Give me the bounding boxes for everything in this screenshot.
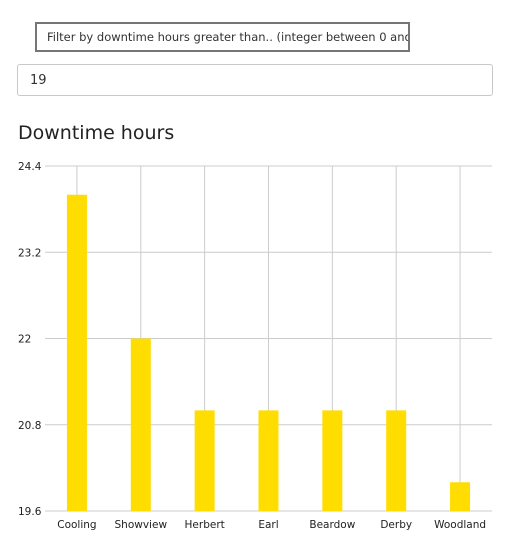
bar-cooling[interactable] (66, 194, 87, 511)
bar-derby[interactable] (386, 410, 407, 511)
x-tick-label: Earl (258, 519, 278, 531)
chart-title: Downtime hours (18, 122, 175, 144)
x-tick-labels: Cooling Showview Herbert Earl Beardow Derby Wo… (57, 519, 486, 531)
bar-layer (66, 194, 471, 512)
x-tick-label: Woodland (434, 519, 486, 531)
y-tick-labels: 19.6 20.8 22 23.2 24.4 (18, 161, 42, 518)
x-tick-label: Herbert (185, 519, 225, 531)
filter-label: Filter by downtime hours greater than.. … (35, 22, 410, 52)
x-tick-label: Showview (115, 519, 168, 531)
x-tick-label: Derby (380, 519, 412, 531)
x-tick-label: Cooling (57, 519, 96, 531)
y-tick-label: 22 (18, 334, 31, 346)
y-tick-label: 20.8 (18, 420, 41, 432)
bar-herbert[interactable] (194, 410, 215, 511)
bar-woodland[interactable] (450, 482, 471, 511)
bar-showview[interactable] (130, 338, 151, 512)
y-tick-label: 23.2 (18, 247, 41, 259)
downtime-filter-input[interactable] (17, 64, 493, 96)
bar-earl[interactable] (258, 410, 279, 511)
bar-beardow[interactable] (322, 410, 343, 511)
y-tick-label: 24.4 (18, 161, 42, 173)
y-tick-label: 19.6 (18, 506, 42, 518)
x-tick-label: Beardow (309, 519, 355, 531)
